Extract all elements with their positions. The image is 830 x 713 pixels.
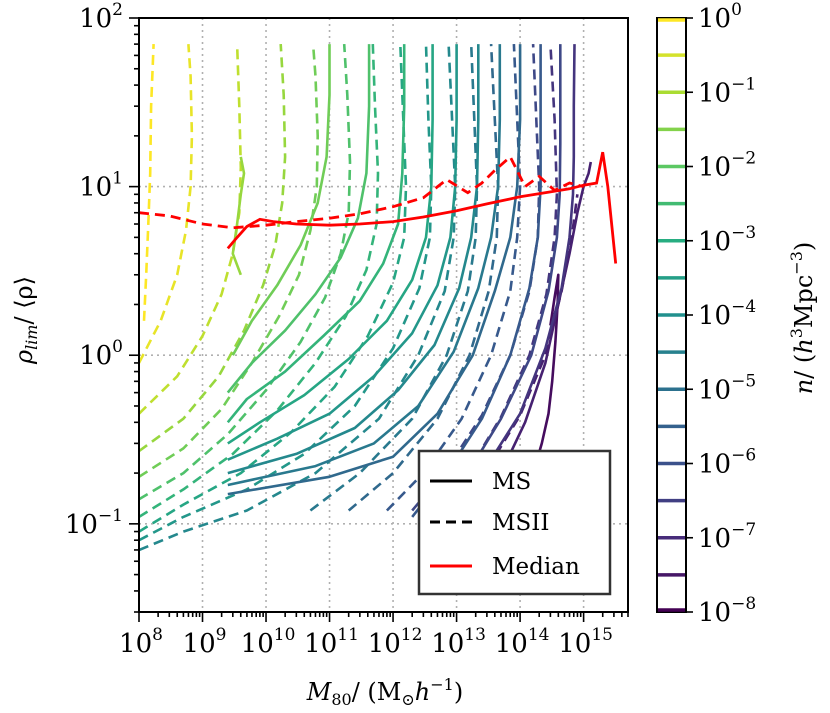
msii-contour-line [411,44,541,512]
colorbar-title: n/ (h3Mpc−3) [787,242,818,395]
ms-contour-line [231,156,246,276]
y-tick-label: 10−1 [65,506,123,540]
median-lines [139,151,618,264]
ms-contour-line [227,44,434,445]
colorbar-tick-label: 10−5 [698,371,756,405]
median-ms-line [226,151,618,264]
ms-contour-line [226,44,406,424]
y-tick-label: 100 [79,337,123,371]
axis-ticks [129,17,629,622]
colorbar-tick-label: 10−2 [698,149,756,183]
ms-contour-line [436,44,562,512]
x-tick-label: 1012 [368,625,423,659]
colorbar-tick-label: 10−6 [698,446,756,480]
contour-lines [139,44,593,552]
msii-contour-line [139,44,243,415]
x-tick-label: 1015 [558,625,613,659]
msii-contour-line [139,44,194,364]
msii-contour-line [309,44,479,512]
x-axis-title: M80/ (M⊙h−1) [306,675,463,709]
msii-contour-line [139,44,287,453]
msii-contour-line [139,44,380,519]
legend-label: MS [492,469,531,495]
y-tick-label: 101 [79,169,123,203]
colorbar-tick-label: 100 [698,0,742,34]
msii-contour-line [347,44,500,512]
x-tick-label: 108 [119,625,163,659]
msii-contour-line [139,44,433,542]
msii-contour-line [139,44,352,501]
median-msii-line [139,154,584,230]
y-axis-title: ρlim/ ⟨ρ⟩ [10,276,41,365]
ms-contour-line [226,44,371,394]
msii-contour-line [139,44,319,478]
ms-contour-line [455,44,576,506]
y-tick-label: 102 [79,0,123,34]
msii-contour-line [139,44,408,533]
colorbar-tick-label: 10−4 [698,297,756,331]
colorbar-tick-label: 10−7 [698,520,756,554]
msii-contour-line [142,44,155,321]
colorbar-tick-label: 10−8 [698,594,756,628]
x-tick-label: 1013 [431,625,486,659]
x-tick-label: 109 [183,625,227,659]
ms-contour-line [227,44,480,475]
msii-contour-line [139,44,457,552]
legend-label: Median [492,554,580,580]
x-tick-label: 1010 [241,625,296,659]
legend: MS MSII Median [417,449,612,596]
colorbar-tick-label: 10−1 [698,74,756,108]
ms-contour-line [227,44,458,461]
axis-tick-labels: 108 109 1010 1011 1012 1013 1014 1015 10−1 100 101… [65,0,613,659]
legend-label: MSII [492,510,549,536]
colorbar-tick-label: 10−3 [698,223,756,257]
ms-contour-line [227,44,522,496]
ms-contour-line [531,273,560,474]
ms-contour-line [227,44,502,487]
x-tick-label: 1011 [304,625,359,659]
colorbar: 100 10−1 10−2 10−3 10−4 10−5 10−6 10−7 10−8 [656,0,756,628]
x-tick-label: 1014 [495,625,550,659]
